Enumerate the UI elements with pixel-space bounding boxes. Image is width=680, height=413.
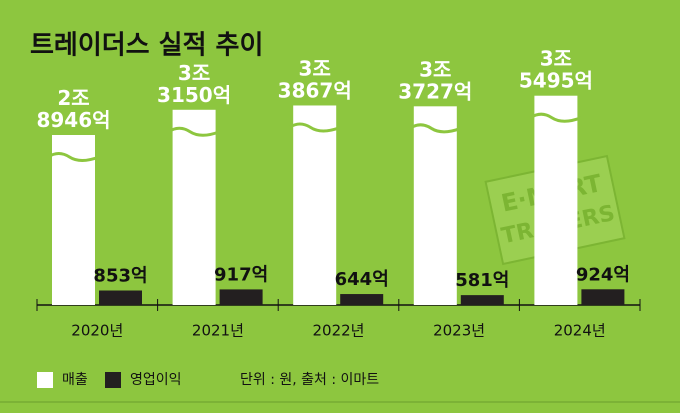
value-label: 917억	[214, 264, 268, 285]
x-tick-label: 2021년	[192, 322, 244, 340]
axis-break	[408, 123, 462, 134]
axis-break	[167, 126, 221, 137]
source-note: 단위 : 원, 출처 : 이마트	[240, 372, 379, 388]
axis-break	[288, 122, 341, 133]
value-label: 3조 3867억	[278, 56, 352, 102]
bar	[219, 289, 263, 305]
value-label: 924억	[576, 264, 630, 285]
chart-title: 트레이더스 실적 추이	[30, 31, 263, 61]
x-tick-label: 2020년	[71, 322, 123, 340]
value-label: 581억	[455, 270, 509, 291]
bar	[413, 106, 457, 306]
x-tick-label: 2024년	[554, 322, 606, 340]
value-label: 853억	[93, 265, 147, 286]
bar	[52, 135, 95, 305]
value-label: 2조 8946억	[36, 86, 110, 132]
value-label: 3조 3727억	[398, 57, 472, 103]
value-label: 644억	[335, 269, 389, 290]
legend-label: 영업이익	[130, 372, 182, 388]
axis-break	[47, 152, 100, 162]
value-label: 3조 5495억	[519, 46, 593, 92]
legend-label: 매출	[62, 372, 88, 388]
axis-break	[529, 112, 582, 123]
value-label: 3조 3150억	[157, 60, 231, 106]
x-tick-label: 2022년	[313, 322, 365, 340]
legend-swatch	[37, 372, 53, 388]
bar	[581, 289, 625, 305]
bar	[99, 290, 142, 305]
x-tick-label: 2023년	[433, 322, 485, 340]
bar	[340, 294, 384, 305]
bar	[293, 105, 337, 305]
bar	[460, 295, 504, 305]
legend-swatch	[105, 372, 121, 388]
bar	[534, 95, 578, 306]
bar	[172, 109, 216, 305]
